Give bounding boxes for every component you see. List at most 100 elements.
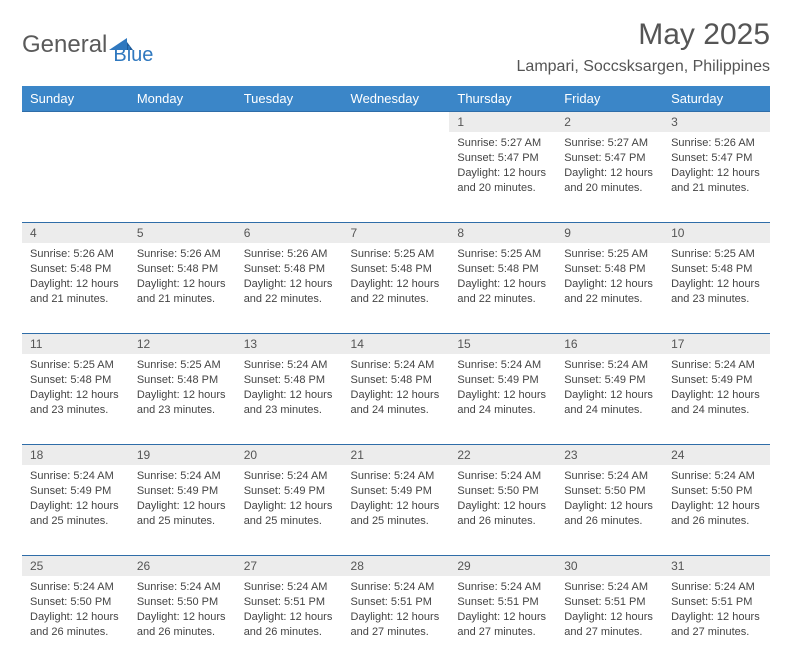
day-number-cell: 20 bbox=[236, 444, 343, 465]
location-text: Lampari, Soccsksargen, Philippines bbox=[517, 58, 770, 76]
day-number: 4 bbox=[22, 222, 129, 243]
day-content-cell: Sunrise: 5:24 AMSunset: 5:49 PMDaylight:… bbox=[236, 465, 343, 555]
day-content: Sunrise: 5:24 AMSunset: 5:49 PMDaylight:… bbox=[449, 354, 556, 425]
day-number: 28 bbox=[343, 555, 450, 576]
weekday-header: Thursday bbox=[449, 86, 556, 111]
daycontent-row: Sunrise: 5:24 AMSunset: 5:50 PMDaylight:… bbox=[22, 576, 770, 666]
daylight-line: Daylight: 12 hours and 26 minutes. bbox=[457, 499, 548, 529]
sunset-line: Sunset: 5:49 PM bbox=[671, 373, 762, 388]
day-number-cell: 18 bbox=[22, 444, 129, 465]
day-number: 9 bbox=[556, 222, 663, 243]
sunrise-line: Sunrise: 5:24 AM bbox=[351, 358, 442, 373]
day-number: 14 bbox=[343, 333, 450, 354]
day-content-cell: Sunrise: 5:27 AMSunset: 5:47 PMDaylight:… bbox=[449, 132, 556, 222]
sunrise-line: Sunrise: 5:24 AM bbox=[671, 358, 762, 373]
daylight-line: Daylight: 12 hours and 25 minutes. bbox=[30, 499, 121, 529]
day-number: 11 bbox=[22, 333, 129, 354]
day-content: Sunrise: 5:24 AMSunset: 5:49 PMDaylight:… bbox=[663, 354, 770, 425]
sunset-line: Sunset: 5:50 PM bbox=[30, 595, 121, 610]
sunrise-line: Sunrise: 5:24 AM bbox=[457, 358, 548, 373]
sunrise-line: Sunrise: 5:26 AM bbox=[244, 247, 335, 262]
sunset-line: Sunset: 5:48 PM bbox=[351, 262, 442, 277]
day-content-cell: Sunrise: 5:25 AMSunset: 5:48 PMDaylight:… bbox=[556, 243, 663, 333]
sunset-line: Sunset: 5:50 PM bbox=[564, 484, 655, 499]
day-content-cell: Sunrise: 5:24 AMSunset: 5:51 PMDaylight:… bbox=[236, 576, 343, 666]
day-number bbox=[129, 111, 236, 132]
daylight-line: Daylight: 12 hours and 22 minutes. bbox=[564, 277, 655, 307]
day-number: 30 bbox=[556, 555, 663, 576]
day-content-cell: Sunrise: 5:24 AMSunset: 5:49 PMDaylight:… bbox=[556, 354, 663, 444]
day-content: Sunrise: 5:26 AMSunset: 5:48 PMDaylight:… bbox=[236, 243, 343, 314]
sunrise-line: Sunrise: 5:25 AM bbox=[30, 358, 121, 373]
day-number: 27 bbox=[236, 555, 343, 576]
day-content-cell: Sunrise: 5:27 AMSunset: 5:47 PMDaylight:… bbox=[556, 132, 663, 222]
day-number-cell: 23 bbox=[556, 444, 663, 465]
day-number: 5 bbox=[129, 222, 236, 243]
day-content-cell bbox=[22, 132, 129, 222]
day-number: 25 bbox=[22, 555, 129, 576]
day-number-cell: 12 bbox=[129, 333, 236, 354]
day-number: 29 bbox=[449, 555, 556, 576]
daylight-line: Daylight: 12 hours and 24 minutes. bbox=[671, 388, 762, 418]
day-content-cell: Sunrise: 5:25 AMSunset: 5:48 PMDaylight:… bbox=[129, 354, 236, 444]
sunrise-line: Sunrise: 5:24 AM bbox=[457, 580, 548, 595]
day-content: Sunrise: 5:27 AMSunset: 5:47 PMDaylight:… bbox=[556, 132, 663, 203]
day-content: Sunrise: 5:26 AMSunset: 5:48 PMDaylight:… bbox=[22, 243, 129, 314]
sunset-line: Sunset: 5:51 PM bbox=[564, 595, 655, 610]
brand-logo: General Blue bbox=[22, 18, 153, 67]
day-number: 1 bbox=[449, 111, 556, 132]
sunrise-line: Sunrise: 5:24 AM bbox=[564, 469, 655, 484]
day-content-cell: Sunrise: 5:26 AMSunset: 5:48 PMDaylight:… bbox=[129, 243, 236, 333]
daylight-line: Daylight: 12 hours and 22 minutes. bbox=[351, 277, 442, 307]
day-number-cell: 16 bbox=[556, 333, 663, 354]
sunrise-line: Sunrise: 5:26 AM bbox=[137, 247, 228, 262]
sunset-line: Sunset: 5:47 PM bbox=[457, 151, 548, 166]
day-number-cell: 30 bbox=[556, 555, 663, 576]
day-number-cell: 14 bbox=[343, 333, 450, 354]
day-number-cell: 28 bbox=[343, 555, 450, 576]
daycontent-row: Sunrise: 5:26 AMSunset: 5:48 PMDaylight:… bbox=[22, 243, 770, 333]
brand-part1: General bbox=[22, 31, 107, 59]
daynum-row: 123 bbox=[22, 111, 770, 132]
sunset-line: Sunset: 5:48 PM bbox=[457, 262, 548, 277]
day-content-cell: Sunrise: 5:24 AMSunset: 5:49 PMDaylight:… bbox=[129, 465, 236, 555]
day-number-cell: 17 bbox=[663, 333, 770, 354]
sunrise-line: Sunrise: 5:25 AM bbox=[137, 358, 228, 373]
daylight-line: Daylight: 12 hours and 26 minutes. bbox=[244, 610, 335, 640]
day-number: 31 bbox=[663, 555, 770, 576]
day-content: Sunrise: 5:24 AMSunset: 5:49 PMDaylight:… bbox=[556, 354, 663, 425]
daylight-line: Daylight: 12 hours and 26 minutes. bbox=[137, 610, 228, 640]
day-content: Sunrise: 5:24 AMSunset: 5:49 PMDaylight:… bbox=[236, 465, 343, 536]
day-number-cell: 31 bbox=[663, 555, 770, 576]
day-number-cell bbox=[343, 111, 450, 132]
daylight-line: Daylight: 12 hours and 23 minutes. bbox=[30, 388, 121, 418]
daylight-line: Daylight: 12 hours and 21 minutes. bbox=[671, 166, 762, 196]
day-number: 20 bbox=[236, 444, 343, 465]
day-content-cell: Sunrise: 5:24 AMSunset: 5:50 PMDaylight:… bbox=[556, 465, 663, 555]
title-block: May 2025 Lampari, Soccsksargen, Philippi… bbox=[517, 18, 770, 76]
day-content: Sunrise: 5:24 AMSunset: 5:48 PMDaylight:… bbox=[236, 354, 343, 425]
sunrise-line: Sunrise: 5:24 AM bbox=[137, 469, 228, 484]
day-number-cell: 13 bbox=[236, 333, 343, 354]
day-content: Sunrise: 5:26 AMSunset: 5:48 PMDaylight:… bbox=[129, 243, 236, 314]
sunrise-line: Sunrise: 5:26 AM bbox=[671, 136, 762, 151]
day-content: Sunrise: 5:24 AMSunset: 5:50 PMDaylight:… bbox=[663, 465, 770, 536]
sunset-line: Sunset: 5:49 PM bbox=[564, 373, 655, 388]
daylight-line: Daylight: 12 hours and 22 minutes. bbox=[244, 277, 335, 307]
day-number: 8 bbox=[449, 222, 556, 243]
day-number-cell: 6 bbox=[236, 222, 343, 243]
day-content-cell: Sunrise: 5:24 AMSunset: 5:51 PMDaylight:… bbox=[449, 576, 556, 666]
daycontent-row: Sunrise: 5:25 AMSunset: 5:48 PMDaylight:… bbox=[22, 354, 770, 444]
sunrise-line: Sunrise: 5:24 AM bbox=[244, 580, 335, 595]
sunrise-line: Sunrise: 5:24 AM bbox=[30, 580, 121, 595]
day-number: 26 bbox=[129, 555, 236, 576]
sunset-line: Sunset: 5:49 PM bbox=[351, 484, 442, 499]
day-content: Sunrise: 5:24 AMSunset: 5:49 PMDaylight:… bbox=[343, 465, 450, 536]
sunset-line: Sunset: 5:48 PM bbox=[137, 373, 228, 388]
month-title: May 2025 bbox=[517, 18, 770, 52]
day-content-cell: Sunrise: 5:24 AMSunset: 5:51 PMDaylight:… bbox=[663, 576, 770, 666]
calendar-table: SundayMondayTuesdayWednesdayThursdayFrid… bbox=[22, 86, 770, 666]
day-number-cell: 24 bbox=[663, 444, 770, 465]
day-number-cell: 9 bbox=[556, 222, 663, 243]
sunrise-line: Sunrise: 5:25 AM bbox=[351, 247, 442, 262]
